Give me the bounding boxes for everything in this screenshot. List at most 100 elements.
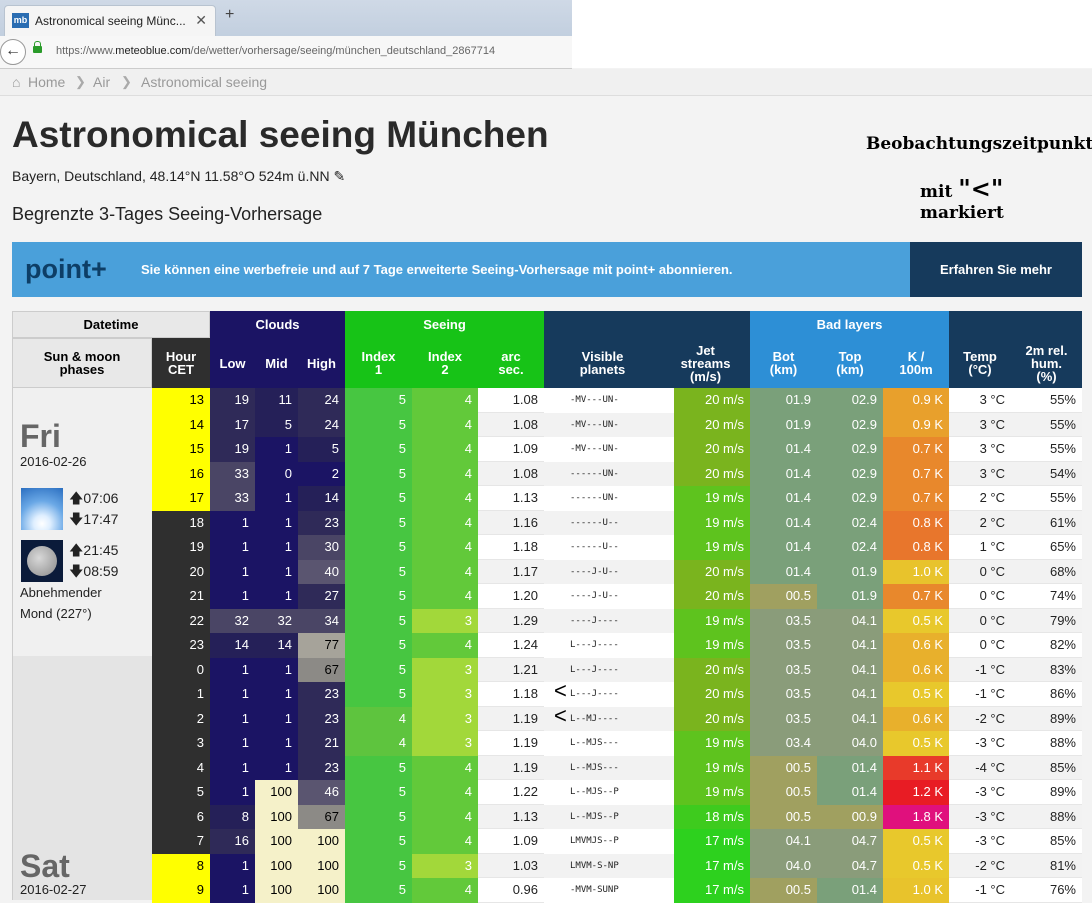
cell-hum: 68%	[1011, 559, 1082, 584]
back-button[interactable]: ←	[0, 39, 26, 65]
cell-low: 1	[210, 682, 255, 707]
cell-arc: 1.08	[478, 461, 544, 486]
cell-k: 0.7 K	[883, 486, 949, 511]
browser-tab[interactable]: mb Astronomical seeing Münc... ✕	[4, 5, 216, 37]
cell-i1: 5	[345, 584, 412, 609]
cell-top: 04.0	[817, 731, 883, 756]
cell-hum: 79%	[1011, 608, 1082, 633]
url-field[interactable]: https://www.meteoblue.com/de/wetter/vorh…	[56, 45, 496, 57]
cell-mid: 1	[255, 657, 298, 682]
cell-i1: 5	[345, 535, 412, 560]
cell-top: 01.4	[817, 755, 883, 780]
cell-high: 30	[298, 535, 345, 560]
cell-i1: 5	[345, 412, 412, 437]
cell-temp: 0 °C	[949, 584, 1011, 609]
cell-arc: 1.13	[478, 486, 544, 511]
cell-hour: 2	[152, 706, 210, 731]
cell-pl: L---J----	[544, 657, 674, 682]
new-tab-button[interactable]: +	[225, 6, 235, 23]
cell-low: 1	[210, 878, 255, 903]
breadcrumb-home[interactable]: Home	[28, 74, 66, 90]
cell-arc: 1.22	[478, 780, 544, 805]
annotation-line2: mit "<" markiert	[920, 174, 1004, 223]
cell-high: 67	[298, 657, 345, 682]
cell-high: 23	[298, 755, 345, 780]
cell-temp: 2 °C	[949, 486, 1011, 511]
cell-bot: 03.4	[750, 731, 817, 756]
header-jet: Jet streams (m/s)	[680, 342, 731, 384]
breadcrumb-current[interactable]: Astronomical seeing	[141, 74, 268, 90]
cell-bot: 01.4	[750, 486, 817, 511]
cell-mid: 5	[255, 412, 298, 437]
breadcrumb-air[interactable]: Air	[93, 74, 111, 90]
cell-k: 0.5 K	[883, 853, 949, 878]
header-sun-moon: Sun & moon phases	[12, 338, 152, 388]
header-datetime: Datetime	[12, 311, 210, 338]
cell-top: 01.9	[817, 559, 883, 584]
cell-hum: 81%	[1011, 853, 1082, 878]
cell-top: 04.1	[817, 706, 883, 731]
cell-arc: 1.17	[478, 559, 544, 584]
cell-temp: -1 °C	[949, 878, 1011, 903]
home-icon[interactable]: ⌂	[12, 74, 21, 90]
cell-top: 02.9	[817, 412, 883, 437]
cell-pl: LMVMJS--P	[544, 829, 674, 854]
header-temp: Temp (°C)	[963, 349, 997, 377]
edit-icon[interactable]: ✎	[333, 168, 346, 184]
cell-jet: 20 m/s	[674, 437, 750, 462]
cell-low: 1	[210, 853, 255, 878]
cell-arc: 1.16	[478, 510, 544, 535]
cell-i1: 5	[345, 657, 412, 682]
cell-high: 46	[298, 780, 345, 805]
cell-mid: 100	[255, 853, 298, 878]
cell-hour: 1	[152, 682, 210, 707]
cell-i2: 4	[412, 510, 478, 535]
header-top: Top (km)	[817, 338, 883, 388]
cell-k: 1.1 K	[883, 755, 949, 780]
point-plus-banner: point+ Sie können eine werbefreie und au…	[12, 242, 1082, 297]
cell-mid: 14	[255, 633, 298, 658]
cell-hum: 65%	[1011, 535, 1082, 560]
cell-low: 8	[210, 804, 255, 829]
cell-temp: -3 °C	[949, 780, 1011, 805]
cell-high: 40	[298, 559, 345, 584]
point-plus-logo: point+	[25, 254, 107, 284]
cell-mid: 1	[255, 535, 298, 560]
cell-high: 21	[298, 731, 345, 756]
cell-top: 00.9	[817, 804, 883, 829]
cell-bot: 01.4	[750, 461, 817, 486]
close-tab-icon[interactable]: ✕	[195, 12, 207, 28]
observation-marker: <	[554, 702, 567, 728]
cell-i2: 3	[412, 853, 478, 878]
cell-low: 14	[210, 633, 255, 658]
cell-bot: 03.5	[750, 682, 817, 707]
location-line: Bayern, Deutschland, 48.14°N 11.58°O 524…	[12, 168, 346, 184]
cell-i1: 5	[345, 804, 412, 829]
header-blank	[949, 311, 1082, 388]
cell-low: 32	[210, 608, 255, 633]
cell-low: 1	[210, 559, 255, 584]
cell-mid: 100	[255, 780, 298, 805]
cell-hour: 5	[152, 780, 210, 805]
cell-k: 0.5 K	[883, 731, 949, 756]
cell-hour: 14	[152, 412, 210, 437]
header-mid: Mid	[255, 338, 298, 388]
cell-mid: 1	[255, 510, 298, 535]
cell-high: 100	[298, 829, 345, 854]
cell-hour: 18	[152, 510, 210, 535]
cell-k: 1.0 K	[883, 878, 949, 903]
cell-i1: 5	[345, 633, 412, 658]
header-bot: Bot (km)	[750, 338, 817, 388]
cell-pl: ----J----	[544, 608, 674, 633]
cell-arc: 1.19	[478, 755, 544, 780]
sun-icon	[21, 488, 63, 530]
cell-bot: 00.5	[750, 804, 817, 829]
cell-i1: 5	[345, 461, 412, 486]
cell-bot: 01.9	[750, 412, 817, 437]
cell-high: 34	[298, 608, 345, 633]
cell-hum: 55%	[1011, 412, 1082, 437]
cell-low: 1	[210, 755, 255, 780]
cell-arc: 1.29	[478, 608, 544, 633]
learn-more-button[interactable]: Erfahren Sie mehr	[910, 242, 1082, 297]
cell-i1: 5	[345, 388, 412, 413]
